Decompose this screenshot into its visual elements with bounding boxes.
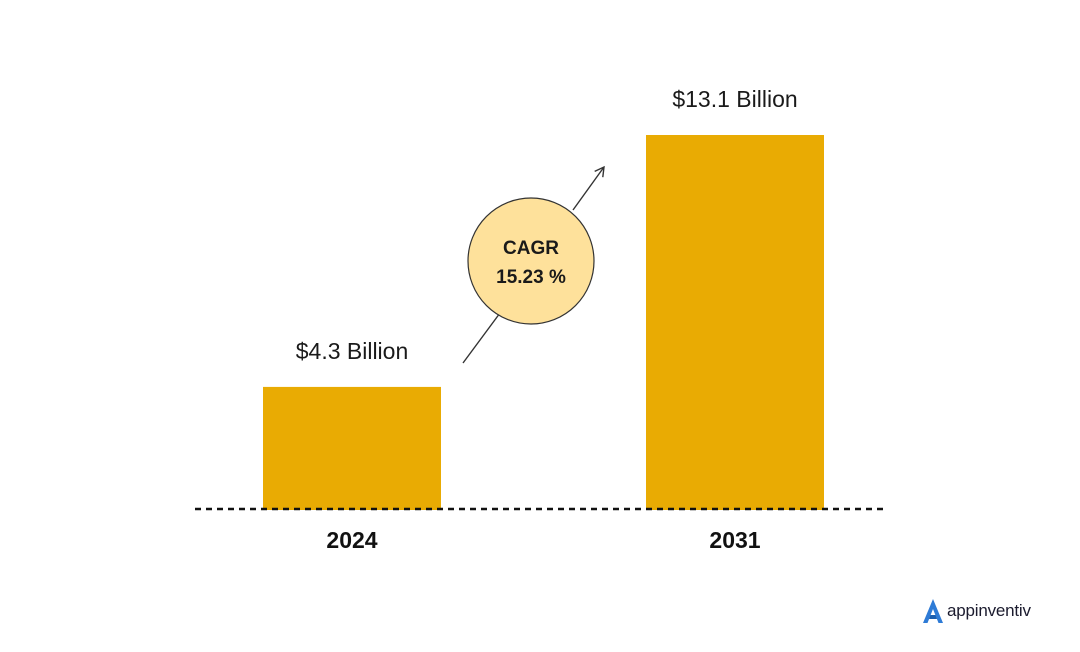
category-label-2024: 2024 xyxy=(326,527,377,553)
brand-logo: appinventiv xyxy=(922,596,1031,626)
bar-2024 xyxy=(263,386,441,510)
value-label-2031: $13.1 Billion xyxy=(672,86,797,112)
category-label-2031: 2031 xyxy=(709,527,760,553)
bar-2031 xyxy=(646,135,824,510)
cagr-value: 15.23 % xyxy=(496,267,566,288)
growth-arrow-lower xyxy=(462,312,501,364)
cagr-label: CAGR xyxy=(503,238,559,259)
growth-arrow-upper xyxy=(572,165,605,211)
appinventiv-logo-icon xyxy=(923,599,943,623)
value-label-2024: $4.3 Billion xyxy=(296,338,409,364)
brand-name: appinventiv xyxy=(947,601,1031,620)
cagr-badge xyxy=(467,197,595,325)
